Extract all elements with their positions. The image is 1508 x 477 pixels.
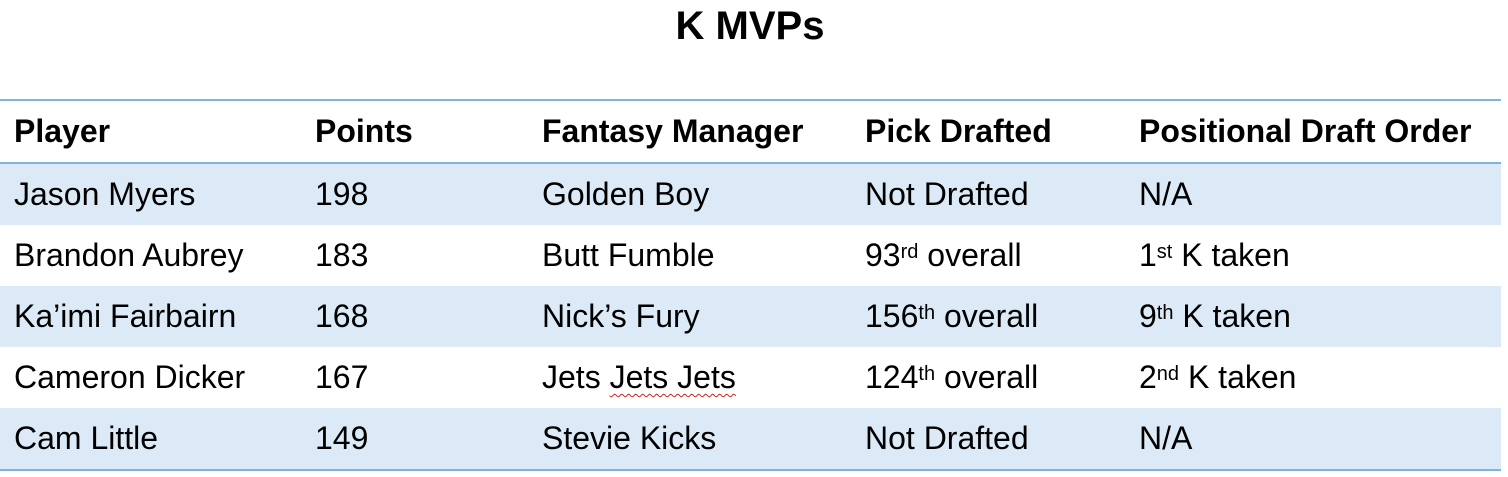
pick-cell: Not Drafted [865, 408, 1029, 469]
table-header-row: Player Points Fantasy Manager Pick Draft… [0, 101, 1501, 164]
pick-ordinal: th [918, 362, 936, 385]
header-points: Points [315, 113, 413, 149]
manager-cell: Golden Boy [542, 164, 709, 225]
player-cell: Cameron Dicker [14, 359, 246, 395]
pos-ordinal: th [1156, 301, 1174, 324]
pos-number: N/A [1139, 176, 1193, 212]
pick-ordinal: th [918, 301, 936, 324]
points-cell: 168 [315, 298, 369, 334]
pos-number: 9 [1139, 298, 1157, 334]
pos-ordinal: st [1156, 240, 1173, 263]
manager-cell: Nick’s Fury [542, 286, 700, 347]
pos-number: 2 [1139, 359, 1157, 395]
manager-cell: Stevie Kicks [542, 408, 716, 469]
points-cell: 198 [315, 176, 369, 212]
pick-number: 93 [865, 237, 901, 273]
player-cell: Brandon Aubrey [14, 237, 244, 273]
player-cell: Jason Myers [14, 176, 196, 212]
pick-suffix: overall [918, 237, 1022, 273]
positional-cell: N/A [1139, 408, 1192, 469]
manager-text: Nick’s Fury [542, 298, 700, 334]
pos-suffix: K taken [1172, 237, 1290, 273]
table-row: Jason Myers 198 Golden Boy Not Drafted N… [0, 164, 1501, 225]
pick-number: Not Drafted [865, 176, 1029, 212]
header-player: Player [14, 113, 111, 149]
pos-suffix: K taken [1173, 298, 1291, 334]
page-title: K MVPs [675, 4, 825, 48]
player-cell: Cam Little [14, 420, 159, 456]
pick-number: 124 [865, 359, 919, 395]
points-cell: 149 [315, 420, 369, 456]
manager-text: Stevie Kicks [542, 420, 717, 456]
points-cell: 167 [315, 359, 369, 395]
header-positional-draft-order: Positional Draft Order [1139, 113, 1472, 149]
pos-suffix: K taken [1179, 359, 1297, 395]
pick-cell: Not Drafted [865, 164, 1029, 225]
manager-text: Butt Fumble [542, 237, 715, 273]
manager-text: Golden Boy [542, 176, 710, 212]
positional-cell: N/A [1139, 164, 1192, 225]
header-fantasy-manager: Fantasy Manager [542, 113, 804, 149]
header-pick-drafted: Pick Drafted [865, 113, 1052, 149]
pick-suffix: overall [935, 359, 1039, 395]
pick-ordinal: rd [900, 240, 919, 263]
player-cell: Ka’imi Fairbairn [14, 298, 237, 334]
pick-suffix: overall [935, 298, 1039, 334]
mvp-table: Player Points Fantasy Manager Pick Draft… [0, 99, 1501, 471]
manager-text: Jets [542, 359, 610, 395]
manager-cell: Jets Jets Jets [542, 347, 736, 408]
pos-ordinal: nd [1156, 362, 1180, 385]
pos-number: N/A [1139, 420, 1193, 456]
manager-text-misspelled: Jets Jets [609, 359, 736, 395]
pos-number: 1 [1139, 237, 1157, 273]
table-row: Cam Little 149 Stevie Kicks Not Drafted … [0, 408, 1501, 469]
points-cell: 183 [315, 237, 369, 273]
pick-number: 156 [865, 298, 919, 334]
pick-number: Not Drafted [865, 420, 1029, 456]
manager-cell: Butt Fumble [542, 225, 715, 286]
